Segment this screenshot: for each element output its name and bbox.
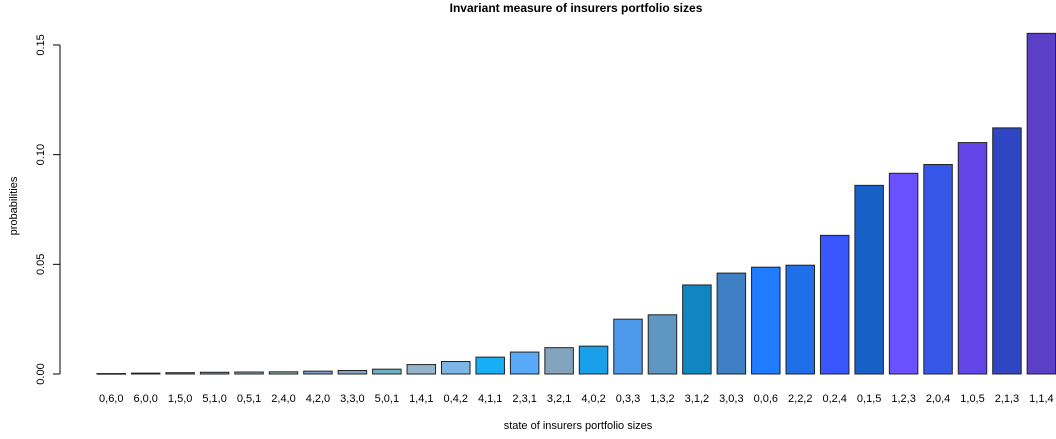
bar-1-5-0 <box>165 372 195 375</box>
bar-0-2-4 <box>819 234 850 375</box>
x-tick-label: 3,3,0 <box>340 393 364 405</box>
bar-5-0-1 <box>372 368 402 375</box>
x-tick-label: 0,4,2 <box>444 393 468 405</box>
x-tick-label: 2,0,4 <box>926 393 950 405</box>
bar-1-0-5 <box>957 142 988 375</box>
x-tick-label: 5,1,0 <box>202 393 226 405</box>
y-axis-label: probabilities <box>8 176 20 235</box>
x-tick-label: 1,5,0 <box>168 393 192 405</box>
x-tick-label: 4,0,2 <box>581 393 605 405</box>
x-tick-label: 1,0,5 <box>960 393 984 405</box>
x-tick-label: 1,2,3 <box>891 393 915 405</box>
x-tick-label: 3,1,2 <box>685 393 709 405</box>
y-axis: 0.00 0.05 0.10 0.15 <box>35 34 61 385</box>
bar-3-0-3 <box>716 272 747 375</box>
x-tick-label: 0,5,1 <box>237 393 261 405</box>
bar-6-0-0 <box>130 372 161 375</box>
bar-2-4-0 <box>268 371 299 375</box>
x-tick-label: 0,6,0 <box>99 393 123 405</box>
x-tick-label: 2,4,0 <box>271 393 295 405</box>
bar-4-1-1 <box>475 356 505 375</box>
bar-4-0-2 <box>578 345 609 375</box>
bar-2-2-2 <box>785 264 815 375</box>
bar-2-0-4 <box>923 164 953 375</box>
x-tick-label: 2,2,2 <box>788 393 812 405</box>
x-tick-label: 2,1,3 <box>995 393 1019 405</box>
x-tick-label: 0,3,3 <box>616 393 640 405</box>
y-tick-label: 0.05 <box>35 254 47 275</box>
bar-3-2-1 <box>544 347 574 375</box>
bar-1-1-4 <box>1026 32 1056 375</box>
x-tick-label: 0,0,6 <box>754 393 778 405</box>
bars-group <box>96 32 1056 375</box>
bar-3-1-2 <box>682 284 712 375</box>
bar-0-0-6 <box>751 266 781 375</box>
x-tick-label: 2,3,1 <box>512 393 536 405</box>
bar-2-1-3 <box>992 127 1022 375</box>
bar-0-5-1 <box>234 371 264 375</box>
bar-4-2-0 <box>303 370 333 375</box>
x-axis-label: state of insurers portfolio sizes <box>504 420 653 432</box>
x-tick-label: 0,2,4 <box>822 393 846 405</box>
bar-0-6-0 <box>96 373 126 375</box>
x-tick-label: 6,0,0 <box>133 393 157 405</box>
x-tick-label: 3,2,1 <box>547 393 571 405</box>
bar-2-3-1 <box>509 351 540 375</box>
x-tick-label: 0,1,5 <box>857 393 881 405</box>
bar-1-3-2 <box>647 314 678 375</box>
x-tick-label: 4,1,1 <box>478 393 502 405</box>
bar-0-3-3 <box>613 318 643 375</box>
x-tick-label: 1,1,4 <box>1029 393 1053 405</box>
y-tick-label: 0.10 <box>35 144 47 165</box>
bar-1-2-3 <box>888 172 919 375</box>
y-tick-label: 0.00 <box>35 363 47 384</box>
chart-title: Invariant measure of insurers portfolio … <box>450 1 703 15</box>
bar-3-3-0 <box>337 369 368 375</box>
bar-5-1-0 <box>199 371 230 375</box>
bar-1-4-1 <box>406 364 437 375</box>
bar-0-1-5 <box>854 184 884 375</box>
y-tick-label: 0.15 <box>35 34 47 55</box>
x-tick-labels: 0,6,0 6,0,0 1,5,0 5,1,0 0,5,1 2,4,0 4,2,0 3,3,0… <box>99 393 1054 405</box>
x-tick-label: 5,0,1 <box>375 393 399 405</box>
x-tick-label: 4,2,0 <box>306 393 330 405</box>
x-tick-label: 1,4,1 <box>409 393 433 405</box>
bar-0-4-2 <box>441 360 471 375</box>
x-tick-label: 3,0,3 <box>719 393 743 405</box>
x-tick-label: 1,3,2 <box>650 393 674 405</box>
